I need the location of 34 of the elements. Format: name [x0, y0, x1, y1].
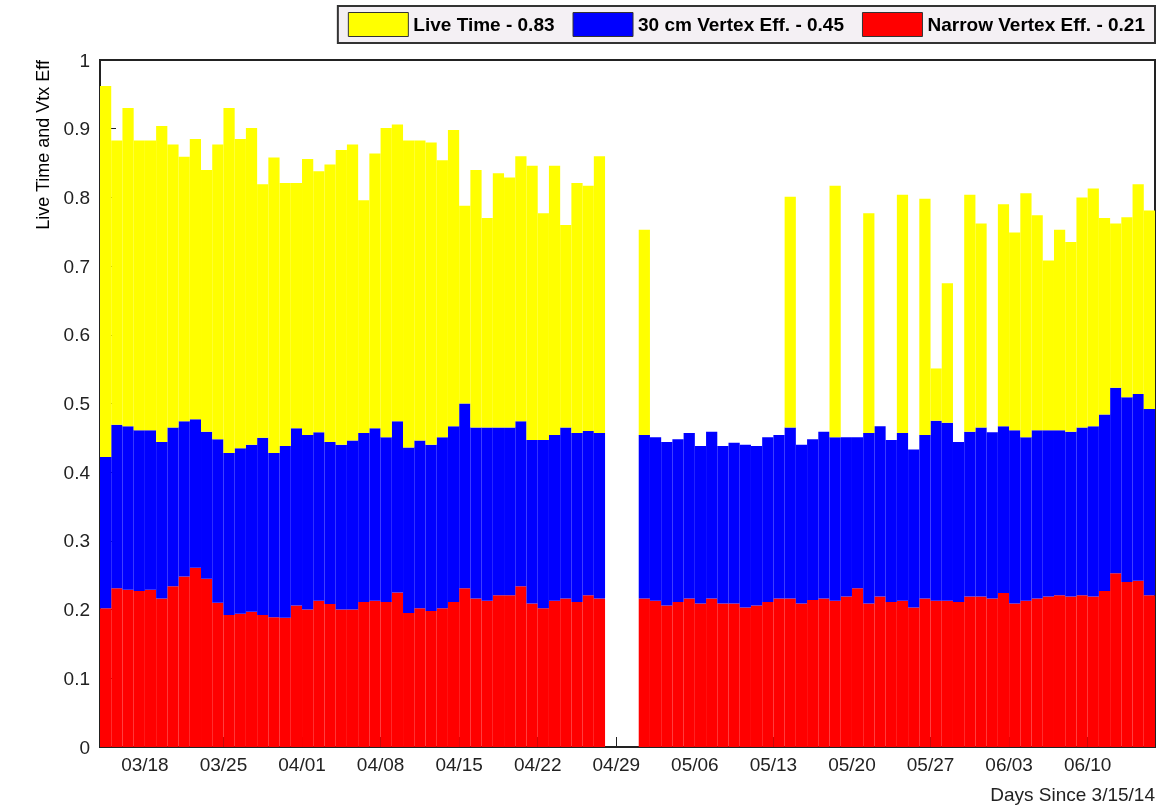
- legend-label: 30 cm Vertex Eff. - 0.45: [638, 14, 845, 35]
- bar: [896, 194, 909, 434]
- x-tick-label: 04/01: [278, 754, 326, 775]
- y-tick-label: 0.2: [63, 599, 90, 621]
- x-tick-label: 04/22: [513, 754, 562, 775]
- x-tick-label: 04/15: [435, 754, 483, 775]
- x-tick-label: 04/08: [356, 754, 405, 775]
- y-tick-label: 0: [79, 736, 90, 758]
- legend-label: Live Time - 0.83: [413, 14, 555, 35]
- y-tick-label: 0.4: [63, 461, 91, 483]
- x-tick-label: 05/06: [671, 754, 719, 775]
- y-tick-label: 0.6: [63, 324, 90, 346]
- legend-label: Narrow Vertex Eff. - 0.21: [927, 14, 1146, 35]
- bar: [784, 196, 796, 428]
- y-tick-label: 0.1: [63, 667, 90, 689]
- x-tick-label: 03/18: [121, 754, 169, 775]
- x-tick-label: 03/25: [199, 754, 248, 775]
- x-tick-label: 05/13: [749, 754, 798, 775]
- y-tick-label: 1: [79, 49, 90, 71]
- y-tick-label: 0.3: [63, 530, 90, 552]
- x-tick-label: 04/29: [592, 754, 641, 775]
- bar: [829, 185, 841, 438]
- x-tick-label: 06/10: [1063, 754, 1112, 775]
- bar: [863, 213, 875, 434]
- x-tick-label: 06/03: [985, 754, 1033, 775]
- y-tick-label: 0.7: [63, 255, 90, 277]
- x-tick-label: 05/20: [828, 754, 876, 775]
- x-tick-label: 05/27: [906, 754, 955, 775]
- y-tick-label: 0.8: [63, 186, 90, 208]
- y-tick-label: 0.9: [63, 118, 90, 140]
- y-tick-label: 0.5: [63, 393, 90, 414]
- bar: [638, 229, 650, 436]
- y-axis-title: Live Time and Vtx Eff: [33, 59, 53, 230]
- x-axis-title: Days Since 3/15/14: [990, 784, 1156, 805]
